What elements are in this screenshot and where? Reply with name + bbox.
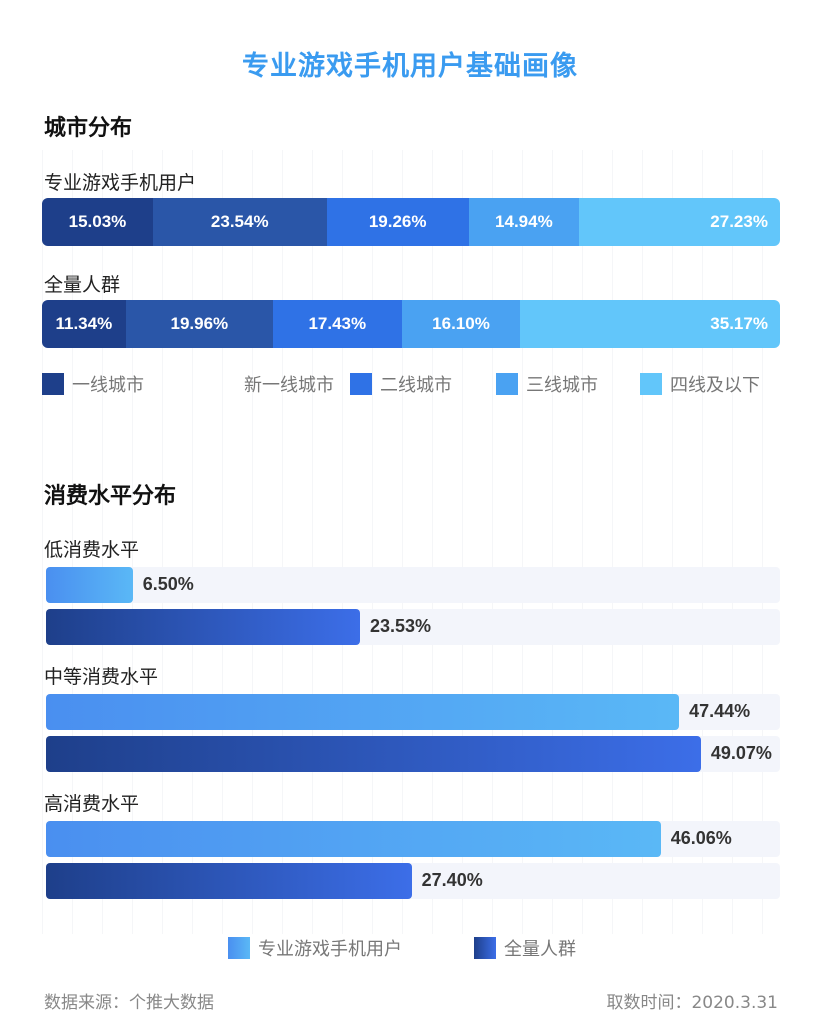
segment-1: 19.96% — [125, 300, 273, 348]
legend-swatch — [350, 373, 372, 395]
bar-all-population — [46, 609, 361, 645]
segment-2: 17.43% — [272, 300, 402, 348]
bar-value-label: 47.44% — [689, 701, 751, 721]
segment-2: 19.26% — [326, 198, 469, 246]
bar-track: 49.07% — [46, 736, 780, 772]
bar-track: 46.06% — [46, 821, 780, 857]
legend-swatch — [496, 373, 518, 395]
spending-category-label: 高消费水平 — [44, 793, 140, 815]
city-legend-item-0: 一线城市 — [42, 371, 144, 397]
legend-label: 一线城市 — [72, 375, 144, 396]
legend-label: 专业游戏手机用户 — [258, 939, 402, 960]
legend-label: 三线城市 — [526, 375, 598, 396]
segment-0: 15.03% — [42, 198, 153, 246]
bar-value-label: 46.06% — [670, 828, 732, 848]
city-legend-item-1: 新一线城市 — [214, 371, 334, 397]
bar-track: 23.53% — [46, 609, 780, 645]
city-row-label-1: 全量人群 — [44, 274, 121, 296]
city-legend-item-3: 三线城市 — [496, 371, 598, 397]
bar-value-label: 6.50% — [142, 574, 194, 594]
data-source: 数据来源：个推大数据 — [44, 993, 214, 1013]
bar-track: 27.40% — [46, 863, 780, 899]
legend-label: 二线城市 — [380, 375, 452, 396]
segment-4: 27.23% — [579, 198, 780, 246]
spending-category-label: 中等消费水平 — [44, 666, 159, 688]
legend-swatch — [640, 373, 662, 395]
background-grid — [42, 150, 780, 934]
bar-gaming-users — [46, 694, 680, 730]
bar-all-population — [46, 736, 701, 772]
bar-value-label: 23.53% — [370, 616, 432, 636]
bar-all-population — [46, 863, 412, 899]
city-legend-item-4: 四线及以下 — [640, 371, 760, 397]
bar-value-label: 49.07% — [710, 743, 772, 763]
city-legend-item-2: 二线城市 — [350, 371, 452, 397]
spending-legend-1: 全量人群 — [474, 935, 576, 961]
data-date: 取数时间：2020.3.31 — [606, 993, 778, 1013]
segment-1: 23.54% — [152, 198, 327, 246]
bar-value-label: 27.40% — [421, 870, 483, 890]
bar-track: 6.50% — [46, 567, 780, 603]
segment-4: 35.17% — [520, 300, 780, 348]
bar-gaming-users — [46, 821, 661, 857]
bar-gaming-users — [46, 567, 133, 603]
legend-swatch — [474, 937, 496, 959]
bar-track: 47.44% — [46, 694, 780, 730]
city-row-label-0: 专业游戏手机用户 — [44, 172, 197, 194]
legend-swatch — [228, 937, 250, 959]
city-stacked-bar-0: 15.03% 23.54% 19.26% 14.94% 27.23% — [42, 198, 780, 246]
city-section-title: 城市分布 — [44, 116, 133, 141]
spending-section-title: 消费水平分布 — [44, 484, 177, 509]
segment-3: 16.10% — [401, 300, 521, 348]
city-stacked-bar-1: 11.34% 19.96% 17.43% 16.10% 35.17% — [42, 300, 780, 348]
legend-swatch — [214, 373, 236, 395]
legend-swatch — [42, 373, 64, 395]
legend-label: 四线及以下 — [670, 375, 760, 396]
spending-legend-0: 专业游戏手机用户 — [228, 935, 402, 961]
spending-category-label: 低消费水平 — [44, 539, 140, 561]
segment-0: 11.34% — [42, 300, 126, 348]
legend-label: 全量人群 — [504, 939, 576, 960]
legend-label: 新一线城市 — [244, 375, 334, 396]
segment-3: 14.94% — [468, 198, 579, 246]
page-title: 专业游戏手机用户基础画像 — [242, 51, 578, 82]
